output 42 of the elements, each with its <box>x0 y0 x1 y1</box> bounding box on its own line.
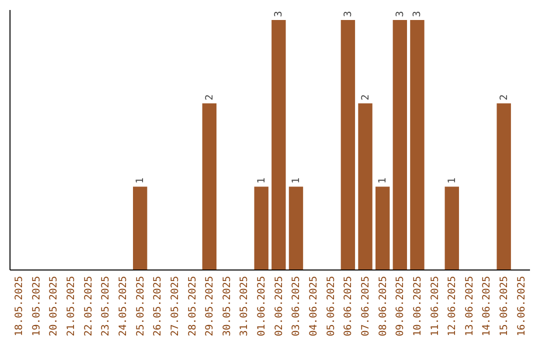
data-label: 1 <box>446 178 458 184</box>
x-tick-label: 14.06.2025 <box>482 276 493 336</box>
x-tick-label: 04.06.2025 <box>308 276 320 336</box>
x-tick-label: 10.06.2025 <box>412 276 424 336</box>
data-label: 1 <box>256 178 268 184</box>
x-tick-label: 08.06.2025 <box>378 276 389 336</box>
x-tick-label: 19.05.2025 <box>31 276 42 336</box>
x-tick-label: 05.06.2025 <box>326 276 337 336</box>
x-tick-label: 24.05.2025 <box>118 276 129 336</box>
x-tick-label: 31.05.2025 <box>239 276 250 336</box>
x-tick-label: 30.05.2025 <box>222 276 233 336</box>
x-tick-label: 11.06.2025 <box>430 276 441 336</box>
x-tick-label: 20.05.2025 <box>48 276 60 336</box>
x-tick-label: 23.05.2025 <box>100 276 112 336</box>
x-tick-label: 18.05.2025 <box>14 276 26 336</box>
x-tick-label: 03.06.2025 <box>291 276 302 336</box>
x-tick-label: 07.06.2025 <box>360 276 372 336</box>
data-label: 1 <box>378 178 389 184</box>
x-tick-label: 21.05.2025 <box>66 276 77 336</box>
data-label: 1 <box>290 178 302 184</box>
data-label: 1 <box>135 178 146 184</box>
data-label: 3 <box>412 10 424 17</box>
data-label: 3 <box>394 10 406 17</box>
x-tick-label: 16.06.2025 <box>516 276 528 336</box>
x-tick-label: 06.06.2025 <box>343 276 354 336</box>
x-tick-label: 27.05.2025 <box>170 276 181 336</box>
x-tick-label: 26.05.2025 <box>152 276 164 336</box>
data-label: 3 <box>342 10 354 17</box>
x-tick-label: 28.05.2025 <box>187 276 198 336</box>
x-tick-label: 01.06.2025 <box>256 276 268 336</box>
x-tick-label: 02.06.2025 <box>274 276 285 336</box>
x-tick-label: 29.05.2025 <box>204 276 216 336</box>
data-label: 2 <box>204 94 216 100</box>
x-tick-label: 12.06.2025 <box>447 276 458 336</box>
x-tick-label: 22.05.2025 <box>83 276 94 336</box>
x-tick-label: 09.06.2025 <box>395 276 406 336</box>
x-tick-label: 25.05.2025 <box>135 276 146 336</box>
data-label: 3 <box>274 10 285 17</box>
data-label: 2 <box>360 94 372 100</box>
x-tick-label: 13.06.2025 <box>464 276 476 336</box>
data-label: 2 <box>498 94 510 100</box>
x-tick-label: 15.06.2025 <box>499 276 510 336</box>
